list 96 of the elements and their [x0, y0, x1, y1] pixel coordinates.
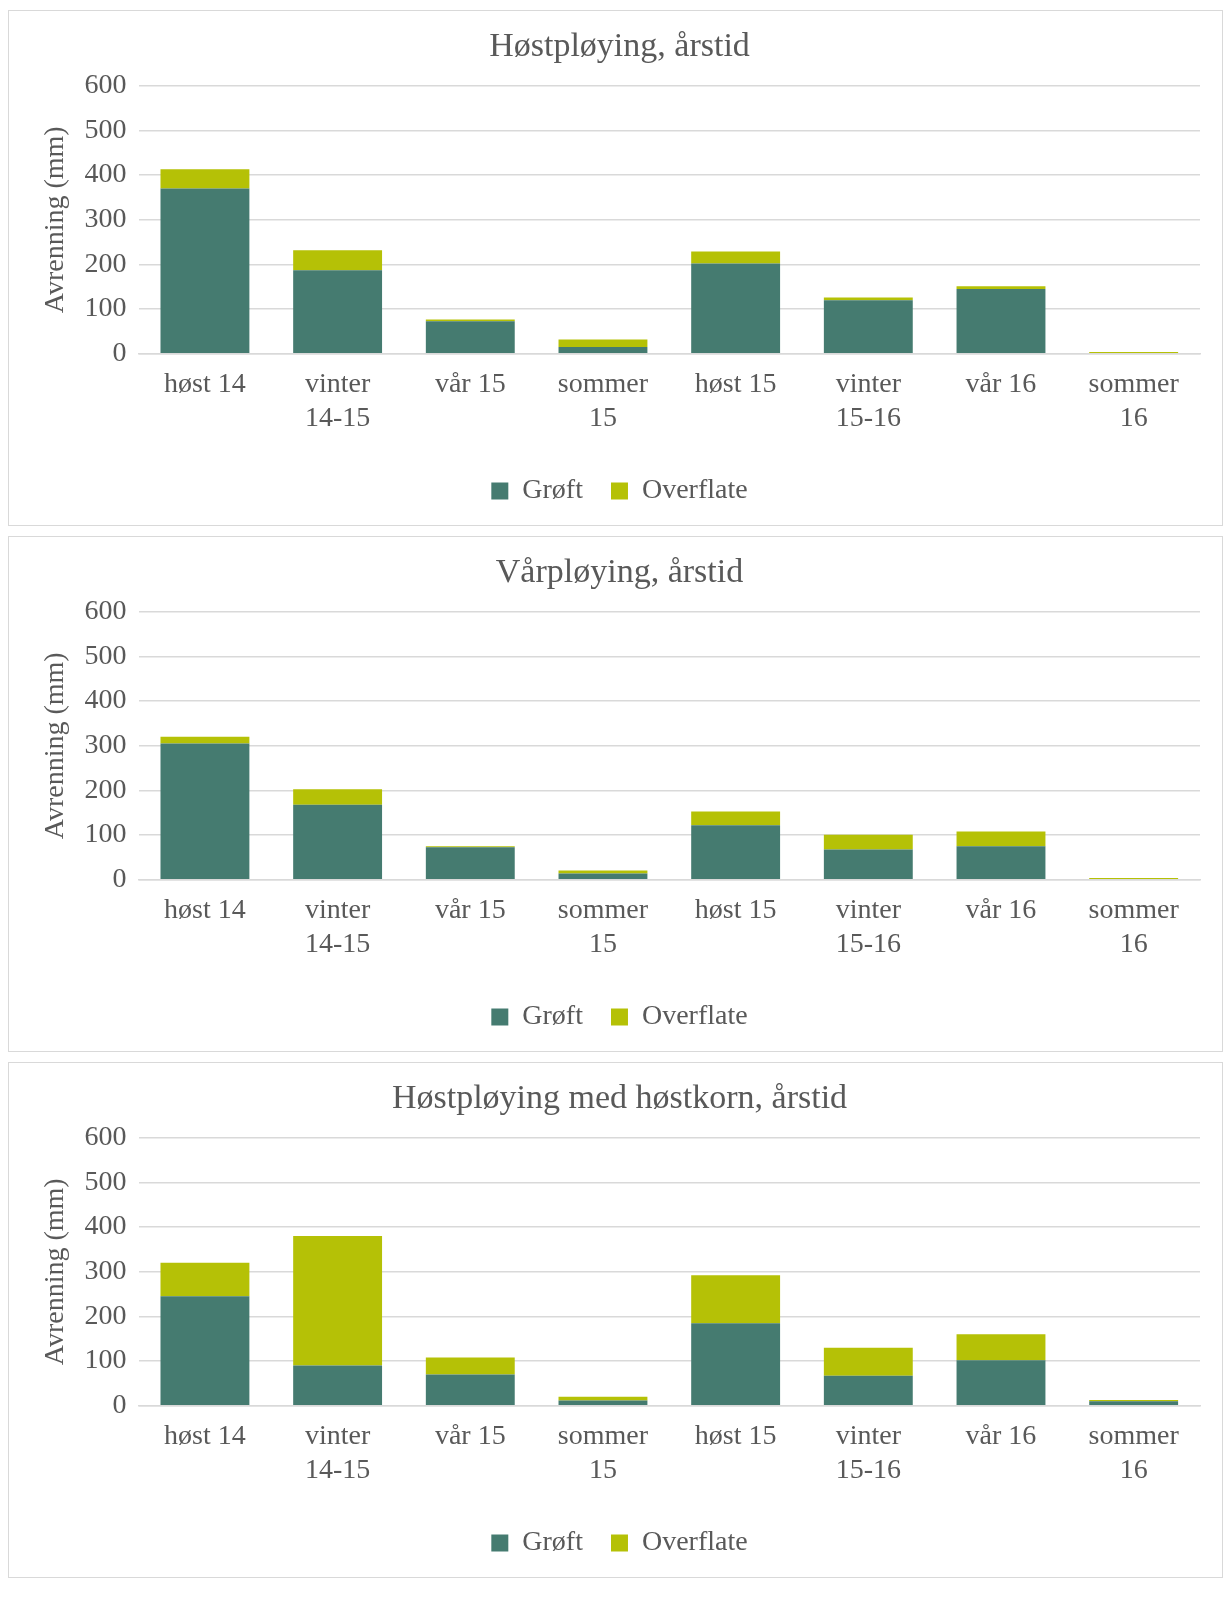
y-axis-title: Avrenning (mm)	[38, 1178, 70, 1366]
bar	[160, 169, 250, 189]
bar	[425, 321, 515, 354]
bar	[691, 1275, 781, 1324]
x-tick-label: vinter 14-15	[304, 366, 371, 432]
x-tick-label: vinter 14-15	[304, 892, 371, 958]
bar	[425, 1374, 515, 1406]
bar	[823, 1375, 913, 1406]
y-tick-label: 500	[84, 112, 127, 144]
bar	[691, 825, 781, 880]
x-tick-label: vinter 15-16	[835, 1418, 902, 1484]
x-tick-label: høst 14	[164, 1418, 246, 1450]
bar	[558, 339, 648, 348]
bar	[293, 1236, 383, 1366]
x-tick-label: vår 15	[434, 892, 506, 924]
x-tick-label: høst 14	[164, 892, 246, 924]
bar	[558, 347, 648, 354]
x-tick-label: vinter 15-16	[835, 892, 902, 958]
x-tick-label: vår 15	[434, 1418, 506, 1450]
x-tick-label: høst 15	[694, 366, 777, 398]
bar	[823, 849, 913, 880]
y-tick-label: 0	[112, 862, 127, 894]
y-tick-label: 100	[84, 817, 127, 849]
y-tick-label: 300	[84, 202, 127, 234]
x-tick-label: vår 15	[434, 366, 506, 398]
y-tick-label: 200	[84, 1298, 127, 1330]
x-tick-label: sommer 16	[1088, 892, 1180, 958]
y-tick-label: 500	[84, 1164, 127, 1196]
bar	[293, 270, 383, 354]
bar	[823, 1347, 913, 1376]
x-tick-label: vår 16	[965, 892, 1037, 924]
bar	[956, 846, 1046, 880]
y-tick-label: 600	[84, 594, 127, 626]
bar	[956, 1360, 1046, 1406]
legend-label: Grøft	[522, 473, 584, 505]
bar	[956, 831, 1046, 847]
chart-title: Høstpløying med høstkorn, årstid	[391, 1078, 848, 1116]
x-tick-label: sommer 15	[557, 892, 649, 958]
x-tick-label: sommer 16	[1088, 1418, 1180, 1484]
bar	[1089, 1401, 1179, 1406]
y-tick-label: 400	[84, 683, 127, 715]
bar	[293, 250, 383, 271]
bar	[293, 804, 383, 880]
chart-title: Høstpløying, årstid	[489, 26, 750, 64]
bar	[425, 1357, 515, 1375]
x-tick-label: sommer 15	[557, 366, 649, 432]
bar	[293, 1365, 383, 1406]
bar	[160, 736, 250, 744]
bar	[956, 286, 1046, 290]
y-tick-label: 0	[112, 336, 127, 368]
bar	[558, 1400, 648, 1406]
bar	[956, 289, 1046, 354]
y-axis-title: Avrenning (mm)	[38, 126, 70, 314]
x-tick-label: vinter 14-15	[304, 1418, 371, 1484]
legend-label: Grøft	[522, 1525, 584, 1557]
y-tick-label: 600	[84, 1120, 127, 1152]
bar	[558, 870, 648, 874]
legend-label: Overflate	[641, 1525, 748, 1557]
y-tick-label: 200	[84, 772, 127, 804]
y-tick-label: 300	[84, 728, 127, 760]
x-tick-label: høst 15	[694, 1418, 777, 1450]
bar	[160, 743, 250, 880]
x-tick-label: høst 14	[164, 366, 246, 398]
bar	[823, 834, 913, 850]
y-tick-label: 400	[84, 1209, 127, 1241]
y-tick-label: 0	[112, 1388, 127, 1420]
y-tick-label: 100	[84, 291, 127, 323]
y-tick-label: 600	[84, 68, 127, 100]
bar	[956, 1334, 1046, 1361]
bar	[691, 251, 781, 264]
bar	[160, 188, 250, 354]
bar	[293, 789, 383, 805]
x-tick-label: vår 16	[965, 366, 1037, 398]
x-tick-label: sommer 15	[557, 1418, 649, 1484]
bar	[691, 263, 781, 354]
bar	[691, 811, 781, 826]
y-axis-title: Avrenning (mm)	[38, 652, 70, 840]
x-tick-label: vinter 15-16	[835, 366, 902, 432]
bar	[691, 1323, 781, 1406]
bar	[160, 1296, 250, 1406]
x-tick-label: sommer 16	[1088, 366, 1180, 432]
y-tick-label: 500	[84, 638, 127, 670]
bar	[425, 847, 515, 880]
y-tick-label: 200	[84, 246, 127, 278]
x-tick-label: vår 16	[965, 1418, 1037, 1450]
y-tick-label: 100	[84, 1343, 127, 1375]
bar	[558, 873, 648, 880]
bar	[160, 1262, 250, 1297]
legend-label: Overflate	[641, 473, 748, 505]
bar	[823, 300, 913, 354]
legend-label: Grøft	[522, 999, 584, 1031]
x-tick-label: høst 15	[694, 892, 777, 924]
y-tick-label: 400	[84, 157, 127, 189]
chart-title: Vårpløying, årstid	[495, 552, 744, 590]
y-tick-label: 300	[84, 1254, 127, 1286]
legend-label: Overflate	[641, 999, 748, 1031]
